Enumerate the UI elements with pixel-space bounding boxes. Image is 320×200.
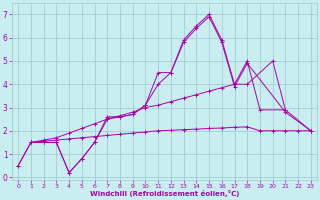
X-axis label: Windchill (Refroidissement éolien,°C): Windchill (Refroidissement éolien,°C) [90,190,239,197]
